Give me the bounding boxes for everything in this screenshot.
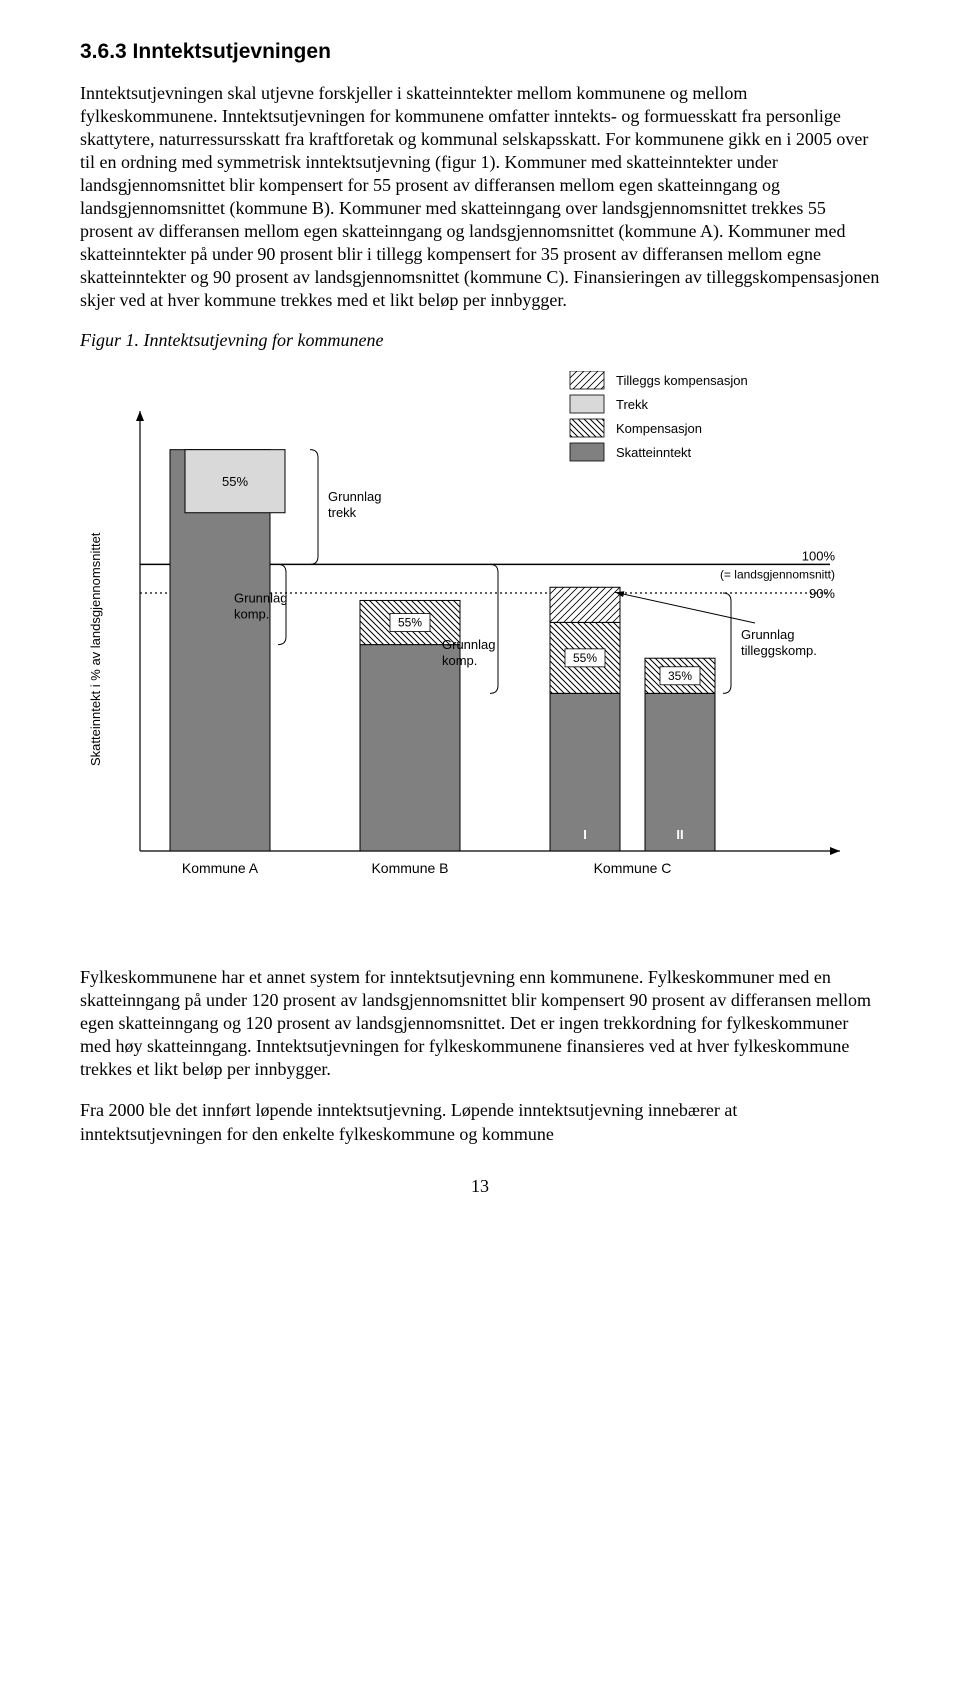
svg-text:Grunnlag: Grunnlag bbox=[234, 591, 287, 606]
svg-text:Skatteinntekt i % av landsgjen: Skatteinntekt i % av landsgjennomsnittet bbox=[88, 533, 103, 767]
svg-text:Tilleggs kompensasjon: Tilleggs kompensasjon bbox=[616, 373, 748, 388]
svg-text:komp.: komp. bbox=[442, 653, 477, 668]
svg-text:Grunnlag: Grunnlag bbox=[442, 637, 495, 652]
paragraph-1: Inntektsutjevningen skal utjevne forskje… bbox=[80, 82, 880, 312]
svg-text:35%: 35% bbox=[668, 669, 692, 683]
svg-text:II: II bbox=[676, 827, 683, 842]
svg-text:tilleggskomp.: tilleggskomp. bbox=[741, 643, 817, 658]
svg-text:trekk: trekk bbox=[328, 505, 357, 520]
svg-text:Kommune B: Kommune B bbox=[371, 860, 448, 876]
svg-text:Grunnlag: Grunnlag bbox=[328, 489, 381, 504]
svg-text:90%: 90% bbox=[809, 586, 835, 601]
svg-text:Kommune C: Kommune C bbox=[594, 860, 672, 876]
document-page: 3.6.3 Inntektsutjevningen Inntektsutjevn… bbox=[0, 0, 960, 1227]
paragraph-3: Fra 2000 ble det innført løpende inntekt… bbox=[80, 1099, 880, 1145]
svg-text:Trekk: Trekk bbox=[616, 397, 649, 412]
svg-text:Skatteinntekt: Skatteinntekt bbox=[616, 445, 692, 460]
figure-1-chart: Skatteinntekt i % av landsgjennomsnittet… bbox=[80, 371, 880, 936]
figure-caption: Figur 1. Inntektsutjevning for kommunene bbox=[80, 330, 880, 351]
svg-text:55%: 55% bbox=[573, 651, 597, 665]
chart-svg: Skatteinntekt i % av landsgjennomsnittet… bbox=[80, 371, 880, 931]
svg-text:55%: 55% bbox=[222, 475, 248, 490]
section-heading: 3.6.3 Inntektsutjevningen bbox=[80, 40, 880, 64]
page-number: 13 bbox=[80, 1176, 880, 1197]
svg-text:100%: 100% bbox=[802, 549, 836, 564]
svg-text:komp.: komp. bbox=[234, 607, 269, 622]
svg-text:55%: 55% bbox=[398, 616, 422, 630]
svg-text:Kompensasjon: Kompensasjon bbox=[616, 421, 702, 436]
svg-text:(= landsgjennomsnitt): (= landsgjennomsnitt) bbox=[720, 568, 835, 582]
svg-text:I: I bbox=[583, 827, 587, 842]
svg-text:Grunnlag: Grunnlag bbox=[741, 627, 794, 642]
paragraph-2: Fylkeskommunene har et annet system for … bbox=[80, 966, 880, 1081]
svg-text:Kommune A: Kommune A bbox=[182, 860, 259, 876]
